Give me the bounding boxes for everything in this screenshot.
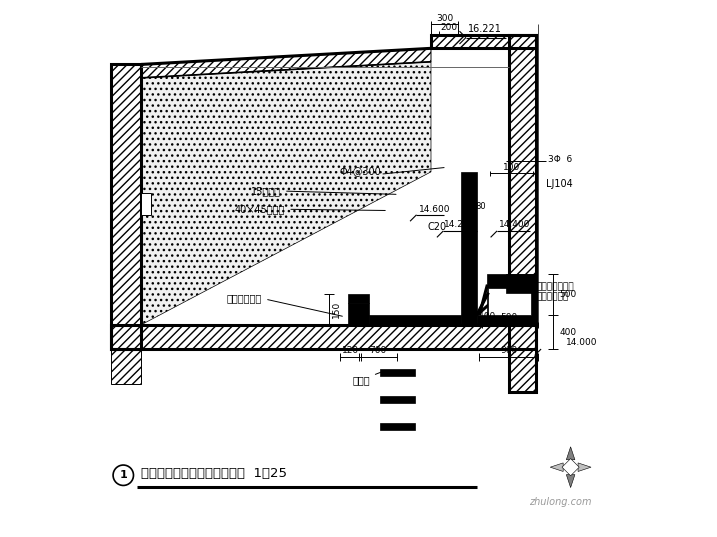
Bar	[380, 423, 415, 430]
Bar	[369, 315, 460, 325]
Text: 铁爬梯: 铁爬梯	[352, 371, 386, 385]
Bar	[477, 315, 509, 325]
Text: 40×45盖板框: 40×45盖板框	[235, 204, 385, 214]
Bar	[141, 193, 151, 215]
Polygon shape	[562, 459, 579, 476]
Text: 坡屋面以此点和: 坡屋面以此点和	[537, 282, 574, 292]
Text: 14.200: 14.200	[445, 220, 476, 229]
Bar	[488, 288, 531, 315]
Text: 15厚木板: 15厚木板	[251, 186, 396, 196]
Text: 14.000: 14.000	[566, 338, 598, 347]
Text: 900: 900	[500, 346, 518, 355]
Bar	[348, 294, 369, 303]
Text: 防水油膏封堵: 防水油膏封堵	[227, 293, 343, 316]
Text: zhulong.com: zhulong.com	[528, 497, 591, 507]
Bar	[506, 274, 536, 293]
Polygon shape	[431, 35, 536, 48]
Text: 700: 700	[369, 346, 386, 355]
Polygon shape	[141, 48, 431, 78]
Text: Φ4@300: Φ4@300	[340, 166, 381, 176]
Polygon shape	[578, 463, 591, 471]
Bar	[111, 325, 536, 349]
Bar	[380, 396, 415, 403]
Bar	[509, 35, 536, 392]
Polygon shape	[141, 62, 431, 325]
Bar	[348, 303, 369, 325]
Text: 3Φ  6: 3Φ 6	[548, 155, 571, 164]
Text: 80: 80	[475, 201, 486, 211]
Text: 300: 300	[436, 13, 453, 23]
Text: LJ104: LJ104	[546, 179, 573, 189]
Text: 1: 1	[120, 470, 127, 480]
Polygon shape	[111, 349, 141, 384]
Text: 200: 200	[440, 23, 457, 32]
Polygon shape	[111, 64, 141, 349]
Text: 500: 500	[559, 290, 576, 299]
Text: 400: 400	[559, 328, 576, 337]
Text: 14.600: 14.600	[419, 205, 450, 214]
Text: C20: C20	[427, 222, 447, 232]
Bar	[460, 172, 477, 325]
Polygon shape	[509, 35, 536, 392]
Bar	[488, 274, 536, 325]
Text: 100: 100	[480, 311, 497, 321]
Polygon shape	[550, 463, 563, 471]
Bar	[431, 35, 536, 48]
Polygon shape	[566, 475, 575, 488]
Text: 14.400: 14.400	[499, 220, 531, 229]
Text: 120: 120	[342, 346, 359, 355]
Bar	[111, 64, 141, 349]
Polygon shape	[566, 447, 575, 460]
Text: 150: 150	[332, 301, 341, 318]
Text: 最高点定坡度: 最高点定坡度	[537, 292, 569, 301]
Text: 500: 500	[500, 313, 518, 322]
Text: 通过老虎窗上人检修屋面大样  1：25: 通过老虎窗上人检修屋面大样 1：25	[141, 467, 287, 480]
Polygon shape	[111, 325, 536, 349]
Text: 100: 100	[503, 163, 520, 172]
Bar	[380, 369, 415, 376]
Text: 16.221: 16.221	[467, 24, 501, 34]
